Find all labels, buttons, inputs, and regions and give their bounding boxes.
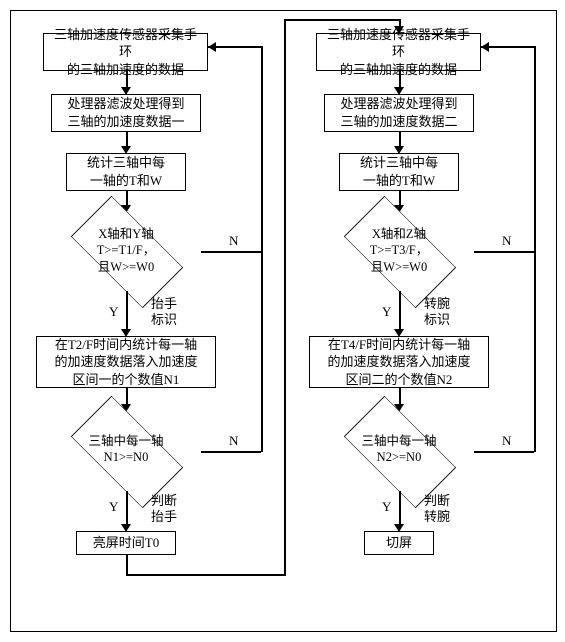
- node-text: T>=T3/F，: [370, 243, 429, 257]
- node-L6: 三轴中每一轴 N1>=N0: [51, 411, 201, 491]
- node-text: 三轴加速度传感器采集手环: [48, 26, 203, 61]
- node-L4: X轴和Y轴 T>=T1/F， 且W>=W0: [51, 211, 201, 291]
- node-text: 三轴的加速度数据二: [340, 113, 457, 131]
- node-R3: 统计三轴中每 一轴的T和W: [339, 153, 459, 191]
- node-L1: 三轴加速度传感器采集手环 的三轴加速度的数据: [43, 33, 208, 71]
- node-R2: 处理器滤波处理得到 三轴的加速度数据二: [324, 94, 474, 132]
- node-text: 统计三轴中每: [87, 154, 165, 172]
- label-side: 判断 抬手: [151, 493, 177, 524]
- node-R4: X轴和Z轴 T>=T3/F， 且W>=W0: [324, 211, 474, 291]
- node-text: 三轴中每一轴: [88, 434, 163, 448]
- node-text: 区间一的个数值N1: [73, 371, 180, 389]
- node-text: 三轴的加速度数据一: [67, 113, 184, 131]
- return-line-right: [534, 46, 536, 452]
- node-text: 一轴的T和W: [90, 172, 162, 190]
- node-text: 切屏: [386, 534, 412, 552]
- node-text: 且W>=W0: [98, 260, 154, 274]
- node-L2: 处理器滤波处理得到 三轴的加速度数据一: [51, 94, 201, 132]
- node-text: 处理器滤波处理得到: [340, 95, 457, 113]
- node-R6: 三轴中每一轴 N2>=N0: [324, 411, 474, 491]
- node-text: 三轴加速度传感器采集手环: [321, 26, 476, 61]
- node-text: 在T4/F时间内统计每一轴: [328, 336, 470, 354]
- flowchart-canvas: 三轴加速度传感器采集手环 的三轴加速度的数据 处理器滤波处理得到 三轴的加速度数…: [10, 10, 557, 632]
- node-L3: 统计三轴中每 一轴的T和W: [66, 153, 186, 191]
- label-N: N: [502, 233, 511, 249]
- node-text: 的加速度数据落入加速度: [327, 353, 470, 371]
- label-Y: Y: [382, 304, 391, 320]
- node-L7: 亮屏时间T0: [76, 531, 176, 555]
- node-text: X轴和Y轴: [98, 227, 154, 241]
- node-text: 处理器滤波处理得到: [67, 95, 184, 113]
- label-N: N: [502, 433, 511, 449]
- return-line-left: [261, 46, 263, 452]
- node-text: N2>=N0: [377, 450, 422, 464]
- label-side: 转腕 标识: [424, 296, 450, 327]
- label-side: 抬手 标识: [151, 296, 177, 327]
- node-L5: 在T2/F时间内统计每一轴 的加速度数据落入加速度 区间一的个数值N1: [36, 336, 216, 388]
- node-text: 且W>=W0: [371, 260, 427, 274]
- node-text: N1>=N0: [104, 450, 149, 464]
- cross-edge: [126, 555, 128, 575]
- node-R7: 切屏: [364, 531, 434, 555]
- node-text: 的加速度数据落入加速度: [54, 353, 197, 371]
- node-text: 统计三轴中每: [360, 154, 438, 172]
- node-text: 区间二的个数值N2: [346, 371, 453, 389]
- node-text: X轴和Z轴: [372, 227, 426, 241]
- label-Y: Y: [382, 499, 391, 515]
- label-Y: Y: [109, 499, 118, 515]
- label-N: N: [229, 433, 238, 449]
- node-text: 在T2/F时间内统计每一轴: [55, 336, 197, 354]
- node-text: 一轴的T和W: [363, 172, 435, 190]
- label-Y: Y: [109, 304, 118, 320]
- label-side: 判断 转腕: [424, 493, 450, 524]
- node-text: 亮屏时间T0: [93, 534, 159, 552]
- node-R5: 在T4/F时间内统计每一轴 的加速度数据落入加速度 区间二的个数值N2: [309, 336, 489, 388]
- node-text: 三轴中每一轴: [361, 434, 436, 448]
- node-text: T>=T1/F，: [97, 243, 156, 257]
- label-N: N: [229, 233, 238, 249]
- node-R1: 三轴加速度传感器采集手环 的三轴加速度的数据: [316, 33, 481, 71]
